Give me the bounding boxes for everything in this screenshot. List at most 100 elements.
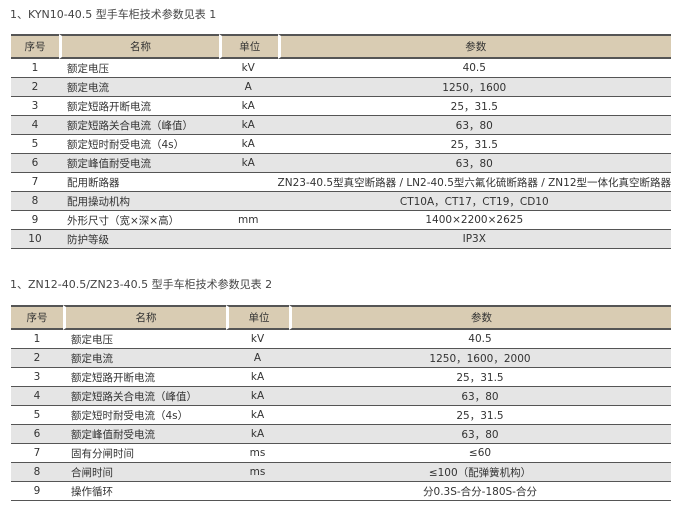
table-cell: 配用操动机构 [58, 192, 219, 211]
table-cell: mm [218, 211, 278, 230]
table-cell: 配用断路器 [58, 173, 219, 192]
table-cell: 额定短时耐受电流（4s） [63, 406, 226, 425]
table-cell: 分0.3S-合分-180S-合分 [289, 482, 671, 501]
table-cell: 外形尺寸（宽×深×高） [58, 211, 219, 230]
table-cell: 2 [11, 78, 59, 97]
table-row: 4 额定短路关合电流（峰值） kA 63，80 [11, 116, 671, 135]
table-cell: 1 [11, 59, 59, 78]
table-cell: 9 [11, 211, 59, 230]
table-cell [226, 482, 289, 501]
table-row: 10 防护等级 IP3X [11, 230, 671, 249]
table-cell: 4 [11, 387, 63, 406]
table-cell: 7 [11, 173, 59, 192]
column-header: 名称 [63, 305, 226, 330]
column-header: 单位 [218, 34, 278, 59]
table-cell: 25，31.5 [289, 368, 671, 387]
table-cell: 额定电压 [58, 59, 219, 78]
header-row: 序号 名称 单位 参数 [11, 305, 671, 330]
table-cell: 额定峰值耐受电流 [63, 425, 226, 444]
table-cell: kA [226, 387, 289, 406]
table-cell: 合闸时间 [63, 463, 226, 482]
table-cell: A [226, 349, 289, 368]
table-cell: 9 [11, 482, 63, 501]
table-cell: 固有分闸时间 [63, 444, 226, 463]
table-row: 7 固有分闸时间 ms ≤60 [11, 444, 671, 463]
table-cell: 63，80 [289, 425, 671, 444]
header-row: 序号 名称 单位 参数 [11, 34, 671, 59]
table-row: 2 额定电流 A 1250，1600，2000 [11, 349, 671, 368]
table-row: 3 额定短路开断电流 kA 25，31.5 [11, 368, 671, 387]
column-header: 参数 [289, 305, 671, 330]
table-row: 8 配用操动机构 CT10A，CT17，CT19，CD10 [11, 192, 671, 211]
table-cell [218, 230, 278, 249]
table-cell: 5 [11, 406, 63, 425]
table-cell: 63，80 [277, 116, 671, 135]
table-cell [218, 173, 278, 192]
table-cell: 2 [11, 349, 63, 368]
table-cell: CT10A，CT17，CT19，CD10 [277, 192, 671, 211]
spec-table: 序号 名称 单位 参数 1 额定电压 kV 40.5 2 额定电流 A 1250，1600 3 额定短路开… [11, 34, 671, 249]
table-cell: kA [218, 135, 278, 154]
table-cell: kV [226, 330, 289, 349]
table-cell: 额定短路开断电流 [58, 97, 219, 116]
table-cell: 额定短路关合电流（峰值） [63, 387, 226, 406]
table-cell: 1400×2200×2625 [277, 211, 671, 230]
spec-table: 序号 名称 单位 参数 1 额定电压 kV 40.5 2 额定电流 A 1250，1600，2000 3… [11, 305, 671, 501]
table-cell: 40.5 [277, 59, 671, 78]
table-row: 1 额定电压 kV 40.5 [11, 330, 671, 349]
table-row: 1 额定电压 kV 40.5 [11, 59, 671, 78]
table-cell: 25，31.5 [289, 406, 671, 425]
table-title: 1、KYN10-40.5 型手车柜技术参数见表 1 [10, 8, 217, 21]
table-cell: 3 [11, 97, 59, 116]
table-row: 6 额定峰值耐受电流 kA 63，80 [11, 154, 671, 173]
table-cell: 3 [11, 368, 63, 387]
table-row: 9 操作循环 分0.3S-合分-180S-合分 [11, 482, 671, 501]
table-cell: A [218, 78, 278, 97]
table-cell: 额定电压 [63, 330, 226, 349]
table-cell: 7 [11, 444, 63, 463]
column-header: 序号 [11, 34, 59, 59]
table-row: 4 额定短路关合电流（峰值） kA 63，80 [11, 387, 671, 406]
table-cell: 额定峰值耐受电流 [58, 154, 219, 173]
table-cell: ≤100（配弹簧机构） [289, 463, 671, 482]
table-row: 8 合闸时间 ms ≤100（配弹簧机构） [11, 463, 671, 482]
column-header: 序号 [11, 305, 63, 330]
table-cell: 额定短路关合电流（峰值） [58, 116, 219, 135]
table-cell: 4 [11, 116, 59, 135]
table-cell: 额定短路开断电流 [63, 368, 226, 387]
table-cell: kA [226, 406, 289, 425]
table-row: 9 外形尺寸（宽×深×高） mm 1400×2200×2625 [11, 211, 671, 230]
column-header: 参数 [277, 34, 671, 59]
table-cell: ms [226, 463, 289, 482]
table-cell: kA [226, 425, 289, 444]
table-row: 5 额定短时耐受电流（4s） kA 25，31.5 [11, 406, 671, 425]
table-cell: ≤60 [289, 444, 671, 463]
table-cell: kA [226, 368, 289, 387]
table-cell: 操作循环 [63, 482, 226, 501]
table-row: 3 额定短路开断电流 kA 25，31.5 [11, 97, 671, 116]
table-cell: 额定短时耐受电流（4s） [58, 135, 219, 154]
table-row: 6 额定峰值耐受电流 kA 63，80 [11, 425, 671, 444]
table-cell: 额定电流 [63, 349, 226, 368]
table-title: 1、ZN12-40.5/ZN23-40.5 型手车柜技术参数见表 2 [10, 278, 273, 291]
table-cell: ZN23-40.5型真空断路器 / LN2-40.5型六氟化硫断路器 / ZN1… [277, 173, 671, 192]
table-cell: kV [218, 59, 278, 78]
table-cell: IP3X [277, 230, 671, 249]
column-header: 单位 [226, 305, 289, 330]
table-cell: 10 [11, 230, 59, 249]
table-cell: 6 [11, 154, 59, 173]
table-cell: 防护等级 [58, 230, 219, 249]
table-cell: kA [218, 97, 278, 116]
table-cell: 25，31.5 [277, 135, 671, 154]
table-cell: ms [226, 444, 289, 463]
table-cell: 8 [11, 463, 63, 482]
table-cell: 63，80 [277, 154, 671, 173]
table-cell: 1250，1600 [277, 78, 671, 97]
table-cell: 1250，1600，2000 [289, 349, 671, 368]
table-cell: 额定电流 [58, 78, 219, 97]
table-cell: 8 [11, 192, 59, 211]
column-header: 名称 [58, 34, 219, 59]
table-cell: kA [218, 154, 278, 173]
table-cell: 5 [11, 135, 59, 154]
table-cell [218, 192, 278, 211]
